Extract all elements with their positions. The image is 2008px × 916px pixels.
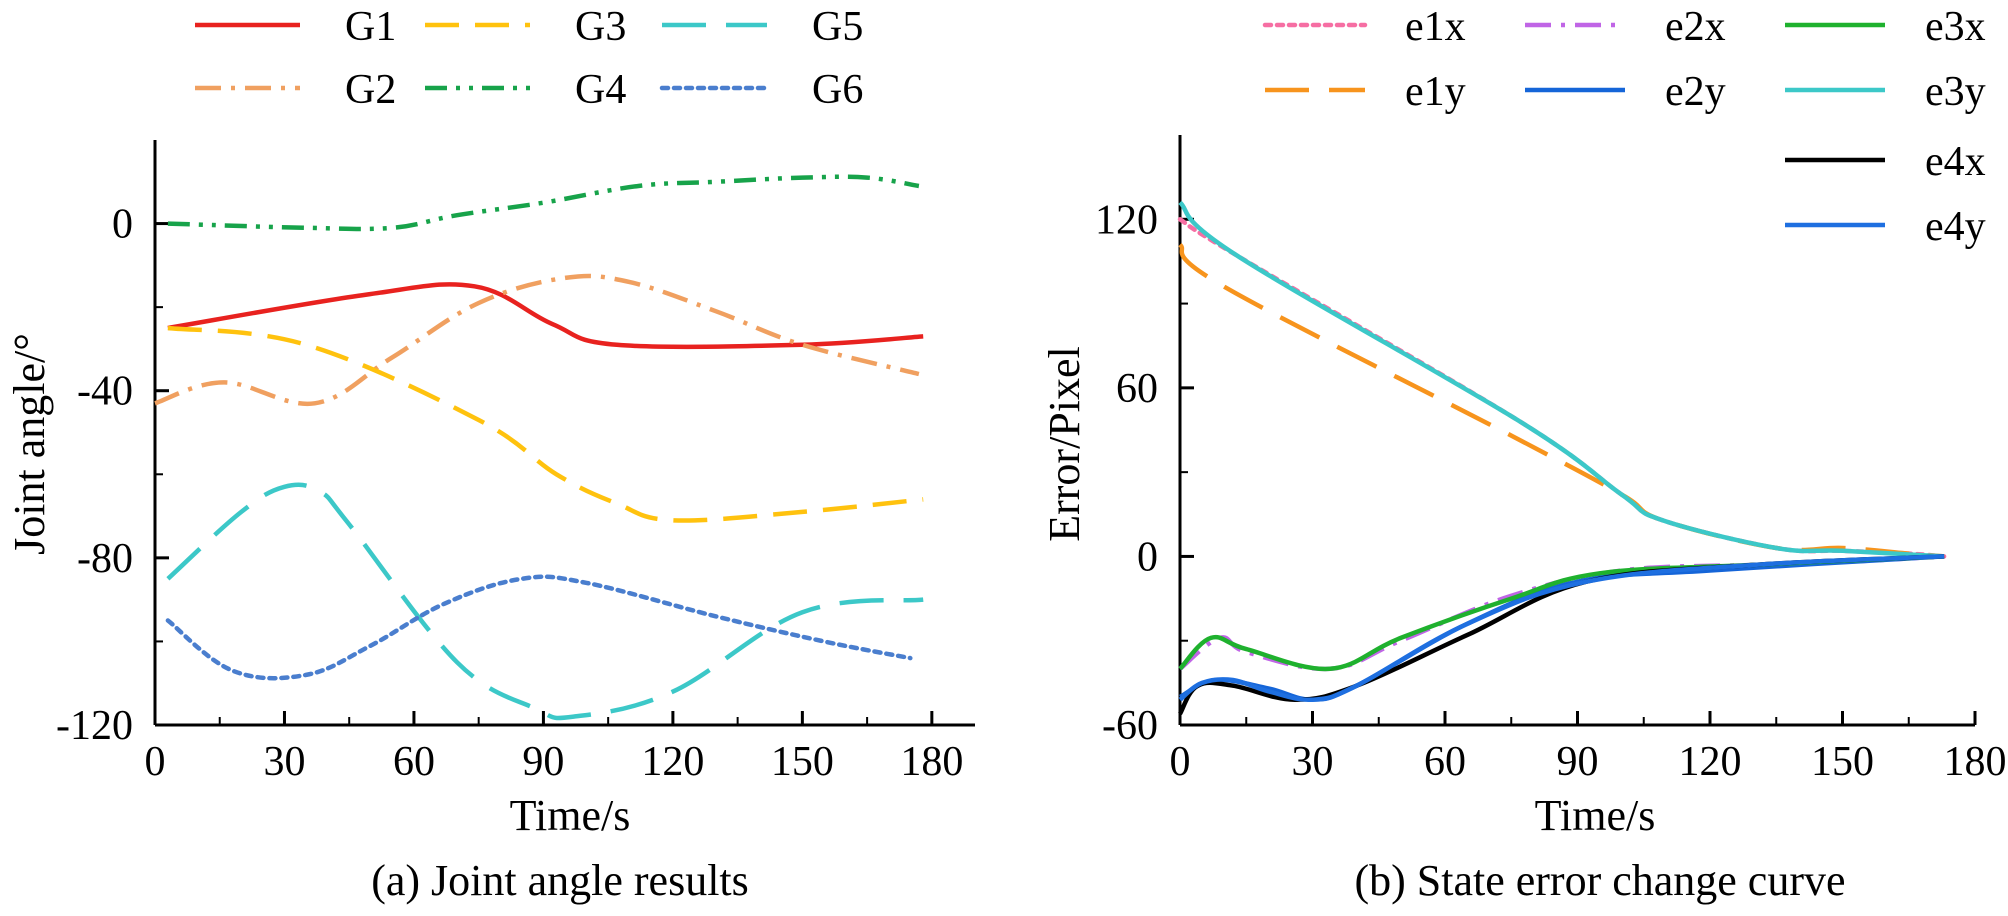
legend-label-g5: G5	[812, 4, 863, 50]
series-line-g4	[167, 174, 920, 232]
series-line-e3x	[1178, 554, 1945, 672]
legend-label-g1: G1	[345, 4, 396, 50]
y-tick-label: -120	[56, 703, 133, 749]
x-tick-label: 120	[641, 739, 704, 785]
legend-label-e1x: e1x	[1405, 4, 1466, 50]
y-tick-label: -80	[77, 536, 133, 582]
series-line-e2y	[1178, 554, 1945, 702]
series-line-g1	[167, 282, 924, 350]
y-tick-label: 0	[1137, 534, 1158, 580]
x-tick-label: 0	[145, 739, 166, 785]
chart-title: (a) Joint angle results	[371, 856, 749, 905]
y-tick-label: -60	[1102, 703, 1158, 749]
series-line-e3y	[1178, 200, 1945, 559]
series-line-g6	[165, 574, 913, 681]
y-tick-label: 120	[1095, 197, 1158, 243]
chart-state-error: 0 30 60 90 120 150 180 -60 0 60 120 Time/s Error/Pix…	[1040, 4, 2007, 905]
chart-title: (b) State error change curve	[1354, 856, 1845, 905]
legend-label-e3x: e3x	[1925, 4, 1986, 50]
legend-label-e3y: e3y	[1925, 69, 1986, 115]
legend-label-e2x: e2x	[1665, 4, 1726, 50]
legend-label-e1y: e1y	[1405, 69, 1466, 115]
series-line-e2x	[1178, 554, 1945, 672]
y-tick-label: 60	[1116, 366, 1158, 412]
x-tick-label: 30	[263, 739, 305, 785]
x-tick-label: 90	[1557, 739, 1599, 785]
x-axis-label: Time/s	[510, 791, 631, 840]
x-tick-label: 150	[771, 739, 834, 785]
legend-label-g2: G2	[345, 67, 396, 113]
x-tick-label: 120	[1679, 739, 1742, 785]
x-tick-label: 180	[900, 739, 963, 785]
series-line-g3	[167, 325, 924, 523]
y-axis-label: Error/Pixel	[1040, 346, 1089, 542]
legend-label-g6: G6	[812, 67, 863, 113]
chart-joint-angle: 0 30 60 90 120 150 180 -120 -80 -40 0 Time/s Joint a…	[5, 4, 975, 905]
y-tick-label: -40	[77, 369, 133, 415]
x-axis-label: Time/s	[1535, 791, 1656, 840]
series-line-e4y	[1178, 554, 1945, 703]
legend-label-e2y: e2y	[1665, 69, 1726, 115]
legend-label-g3: G3	[575, 4, 626, 50]
legend-label-e4x: e4x	[1925, 139, 1986, 185]
series-line-g2	[154, 273, 920, 407]
x-tick-label: 0	[1170, 739, 1191, 785]
y-tick-label: 0	[112, 202, 133, 248]
legend-label-e4y: e4y	[1925, 204, 1986, 250]
x-tick-label: 90	[522, 739, 564, 785]
x-tick-label: 150	[1811, 739, 1874, 785]
series-line-g5	[166, 482, 924, 721]
x-tick-label: 180	[1944, 739, 2007, 785]
x-tick-label: 30	[1292, 739, 1334, 785]
x-tick-label: 60	[393, 739, 435, 785]
y-axis-label: Joint angle/°	[5, 333, 54, 555]
series-line-e1x	[1177, 217, 1947, 559]
x-tick-label: 60	[1424, 739, 1466, 785]
legend-label-g4: G4	[575, 67, 626, 113]
